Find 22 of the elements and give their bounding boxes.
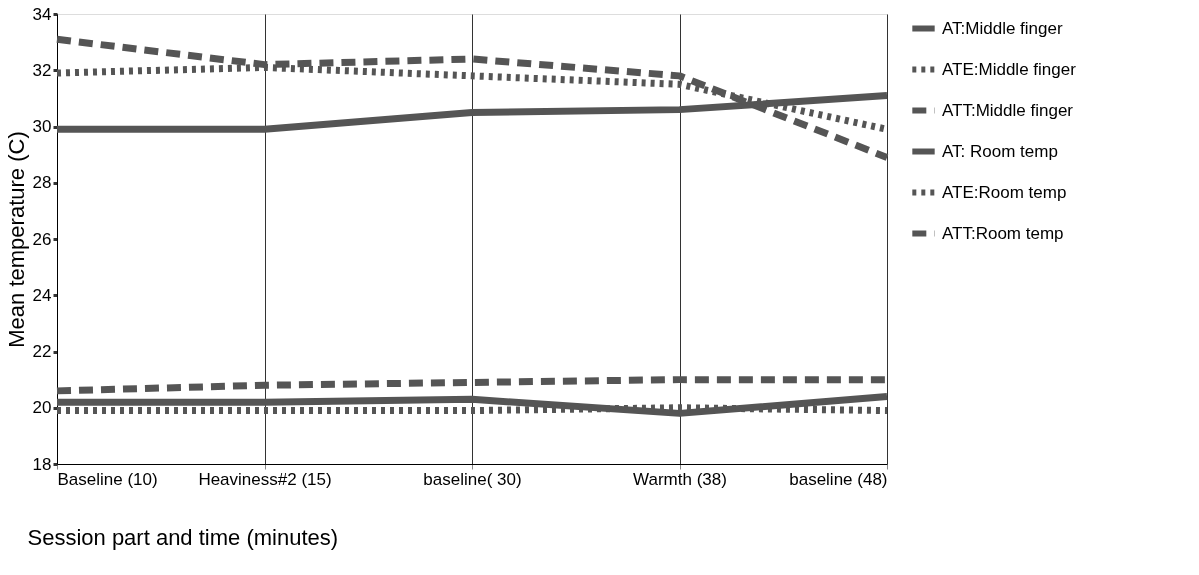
y-tick-label: 18 xyxy=(32,454,52,474)
y-tick-label: 34 xyxy=(32,4,52,24)
legend-label: ATE:Middle finger xyxy=(942,59,1077,79)
x-tick-label: Warmth (38) xyxy=(633,469,727,489)
legend-label: ATT:Middle finger xyxy=(942,100,1074,120)
x-axis-title: Session part and time (minutes) xyxy=(27,524,339,550)
x-tick-label: Baseline (10) xyxy=(57,469,158,489)
x-tick-label: baseline (48) xyxy=(789,469,888,489)
y-tick-label: 26 xyxy=(32,229,52,249)
legend-label: AT:Middle finger xyxy=(942,18,1063,38)
legend-label: ATE:Room temp xyxy=(942,182,1067,202)
x-tick-label: baseline( 30) xyxy=(423,469,522,489)
y-tick-label: 32 xyxy=(32,60,52,80)
y-axis-title: Mean temperature (C) xyxy=(3,131,29,348)
y-tick-label: 28 xyxy=(32,173,52,193)
y-tick-label: 24 xyxy=(32,285,52,305)
y-tick-label: 22 xyxy=(32,342,52,361)
y-tick-label: 30 xyxy=(32,117,52,136)
legend-label: AT: Room temp xyxy=(942,141,1058,161)
x-tick-label: Heaviness#2 (15) xyxy=(198,469,332,489)
y-tick-label: 20 xyxy=(32,398,52,418)
legend-label: ATT:Room temp xyxy=(942,223,1064,243)
